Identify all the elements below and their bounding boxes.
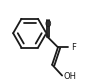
Text: O: O xyxy=(45,20,51,29)
Text: OH: OH xyxy=(64,72,77,81)
Text: F: F xyxy=(71,43,76,52)
